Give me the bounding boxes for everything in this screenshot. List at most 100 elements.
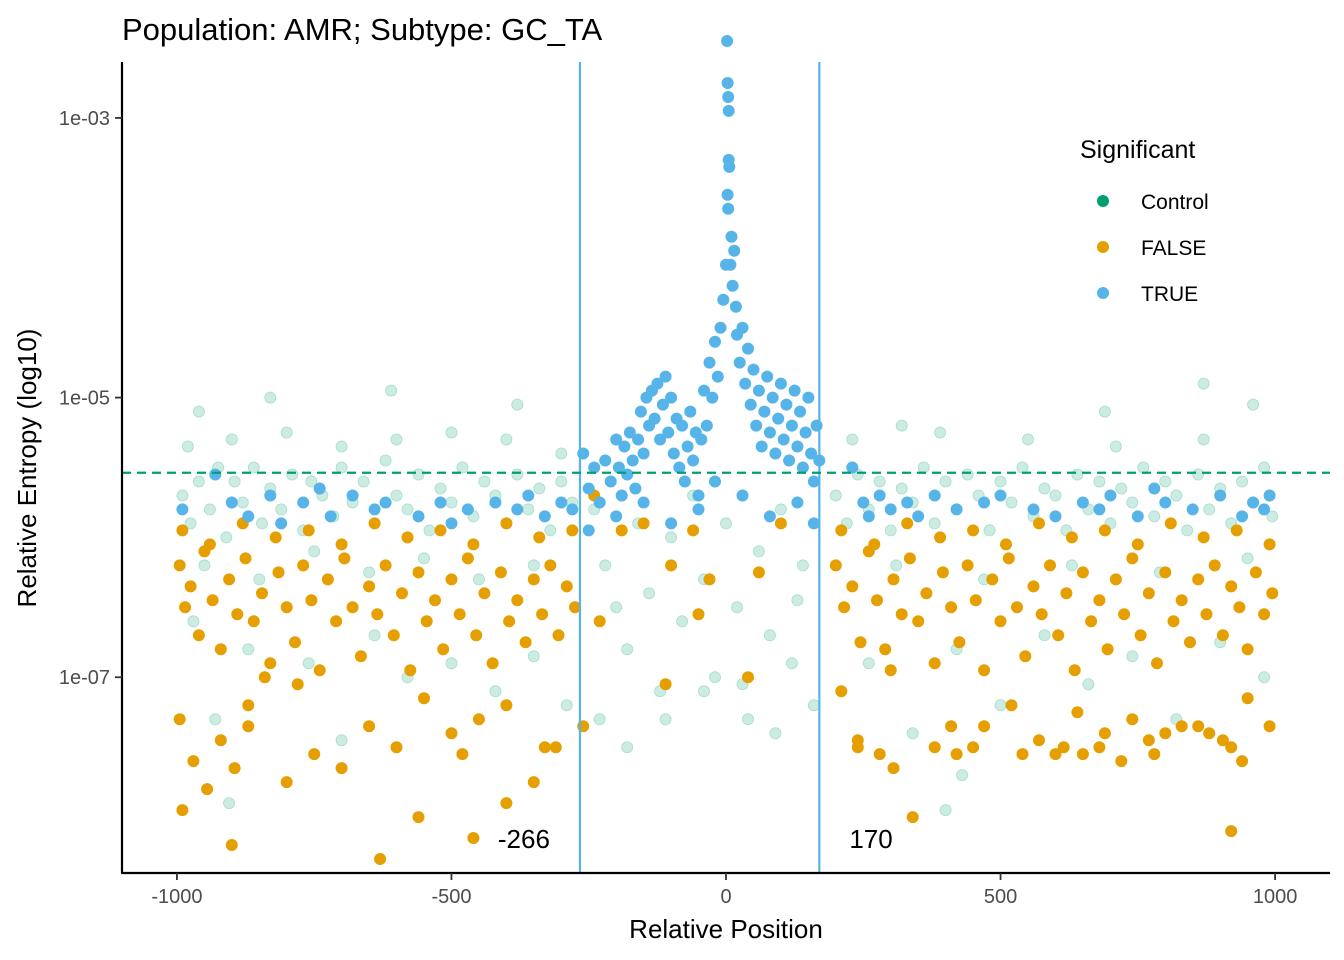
data-point	[698, 685, 711, 698]
data-point	[906, 811, 919, 824]
data-point	[1049, 489, 1062, 502]
data-point	[912, 510, 925, 523]
data-point	[500, 699, 513, 712]
data-point	[338, 552, 351, 565]
data-point	[173, 559, 186, 572]
data-point	[536, 608, 549, 621]
data-point	[912, 615, 925, 628]
data-point	[687, 454, 700, 467]
data-point	[1159, 566, 1172, 579]
data-point	[184, 517, 197, 530]
data-point	[363, 720, 376, 733]
data-point	[472, 573, 485, 586]
data-point	[939, 804, 952, 817]
data-point	[1065, 531, 1078, 544]
data-point	[721, 188, 734, 201]
data-point	[593, 496, 606, 509]
points-layer	[173, 35, 1279, 866]
data-point	[555, 447, 568, 460]
data-point	[637, 517, 650, 530]
data-point	[1098, 405, 1111, 418]
data-point	[873, 475, 886, 488]
reference-line-label: -266	[498, 824, 550, 854]
series-false	[173, 489, 1279, 866]
data-point	[275, 517, 288, 530]
data-point	[225, 839, 238, 852]
legend: Significant Control FALSE TRUE	[1080, 136, 1209, 306]
data-point	[321, 573, 334, 586]
data-point	[242, 720, 255, 733]
data-point	[1247, 398, 1260, 411]
data-point	[1134, 629, 1147, 642]
data-point	[379, 496, 392, 509]
data-point	[1126, 496, 1139, 509]
data-point	[862, 510, 875, 523]
data-point	[420, 615, 433, 628]
data-point	[385, 384, 398, 397]
data-point	[939, 475, 952, 488]
data-point	[621, 741, 634, 754]
data-point	[1093, 503, 1106, 516]
data-point	[1230, 524, 1243, 537]
data-point	[1131, 538, 1144, 551]
data-point	[736, 489, 749, 502]
data-point	[1200, 608, 1213, 621]
data-point	[724, 258, 737, 271]
data-point	[687, 524, 700, 537]
data-point	[1236, 755, 1249, 768]
y-axis-title: Relative Entropy (log10)	[12, 329, 42, 608]
data-point	[522, 489, 535, 502]
data-point	[379, 559, 392, 572]
data-point	[1214, 489, 1227, 502]
data-point	[742, 342, 755, 355]
data-point	[1216, 629, 1229, 642]
data-point	[1241, 643, 1254, 656]
data-point	[412, 468, 425, 481]
legend-label-false: FALSE	[1141, 237, 1206, 260]
data-point	[983, 524, 996, 537]
data-point	[1142, 734, 1155, 747]
data-point	[807, 517, 820, 530]
data-point	[722, 104, 735, 117]
data-point	[445, 657, 458, 670]
data-point	[961, 468, 974, 481]
data-point	[181, 440, 194, 453]
data-point	[884, 503, 897, 516]
data-point	[728, 244, 741, 257]
data-point	[228, 762, 241, 775]
data-point	[621, 468, 634, 481]
data-point	[1011, 601, 1024, 614]
data-point	[1164, 517, 1177, 530]
data-point	[862, 657, 875, 670]
data-point	[901, 496, 914, 509]
data-point	[549, 741, 562, 754]
data-point	[906, 727, 919, 740]
data-point	[986, 573, 999, 586]
data-point	[758, 405, 771, 418]
data-point	[720, 517, 733, 530]
data-point	[934, 531, 947, 544]
data-point	[1137, 461, 1150, 474]
data-point	[242, 643, 255, 656]
data-point	[179, 601, 192, 614]
data-point	[486, 657, 499, 670]
data-point	[247, 615, 260, 628]
data-point	[412, 510, 425, 523]
data-point	[478, 587, 491, 600]
data-point	[305, 475, 318, 488]
data-point	[588, 461, 601, 474]
data-point	[752, 384, 765, 397]
data-point	[494, 566, 507, 579]
data-point	[920, 587, 933, 600]
data-point	[297, 496, 310, 509]
data-point	[807, 475, 820, 488]
data-point	[610, 510, 623, 523]
data-point	[736, 321, 749, 334]
data-point	[412, 566, 425, 579]
data-point	[901, 517, 914, 530]
data-point	[527, 776, 540, 789]
data-point	[835, 524, 848, 537]
data-point	[511, 594, 524, 607]
data-point	[335, 538, 348, 551]
